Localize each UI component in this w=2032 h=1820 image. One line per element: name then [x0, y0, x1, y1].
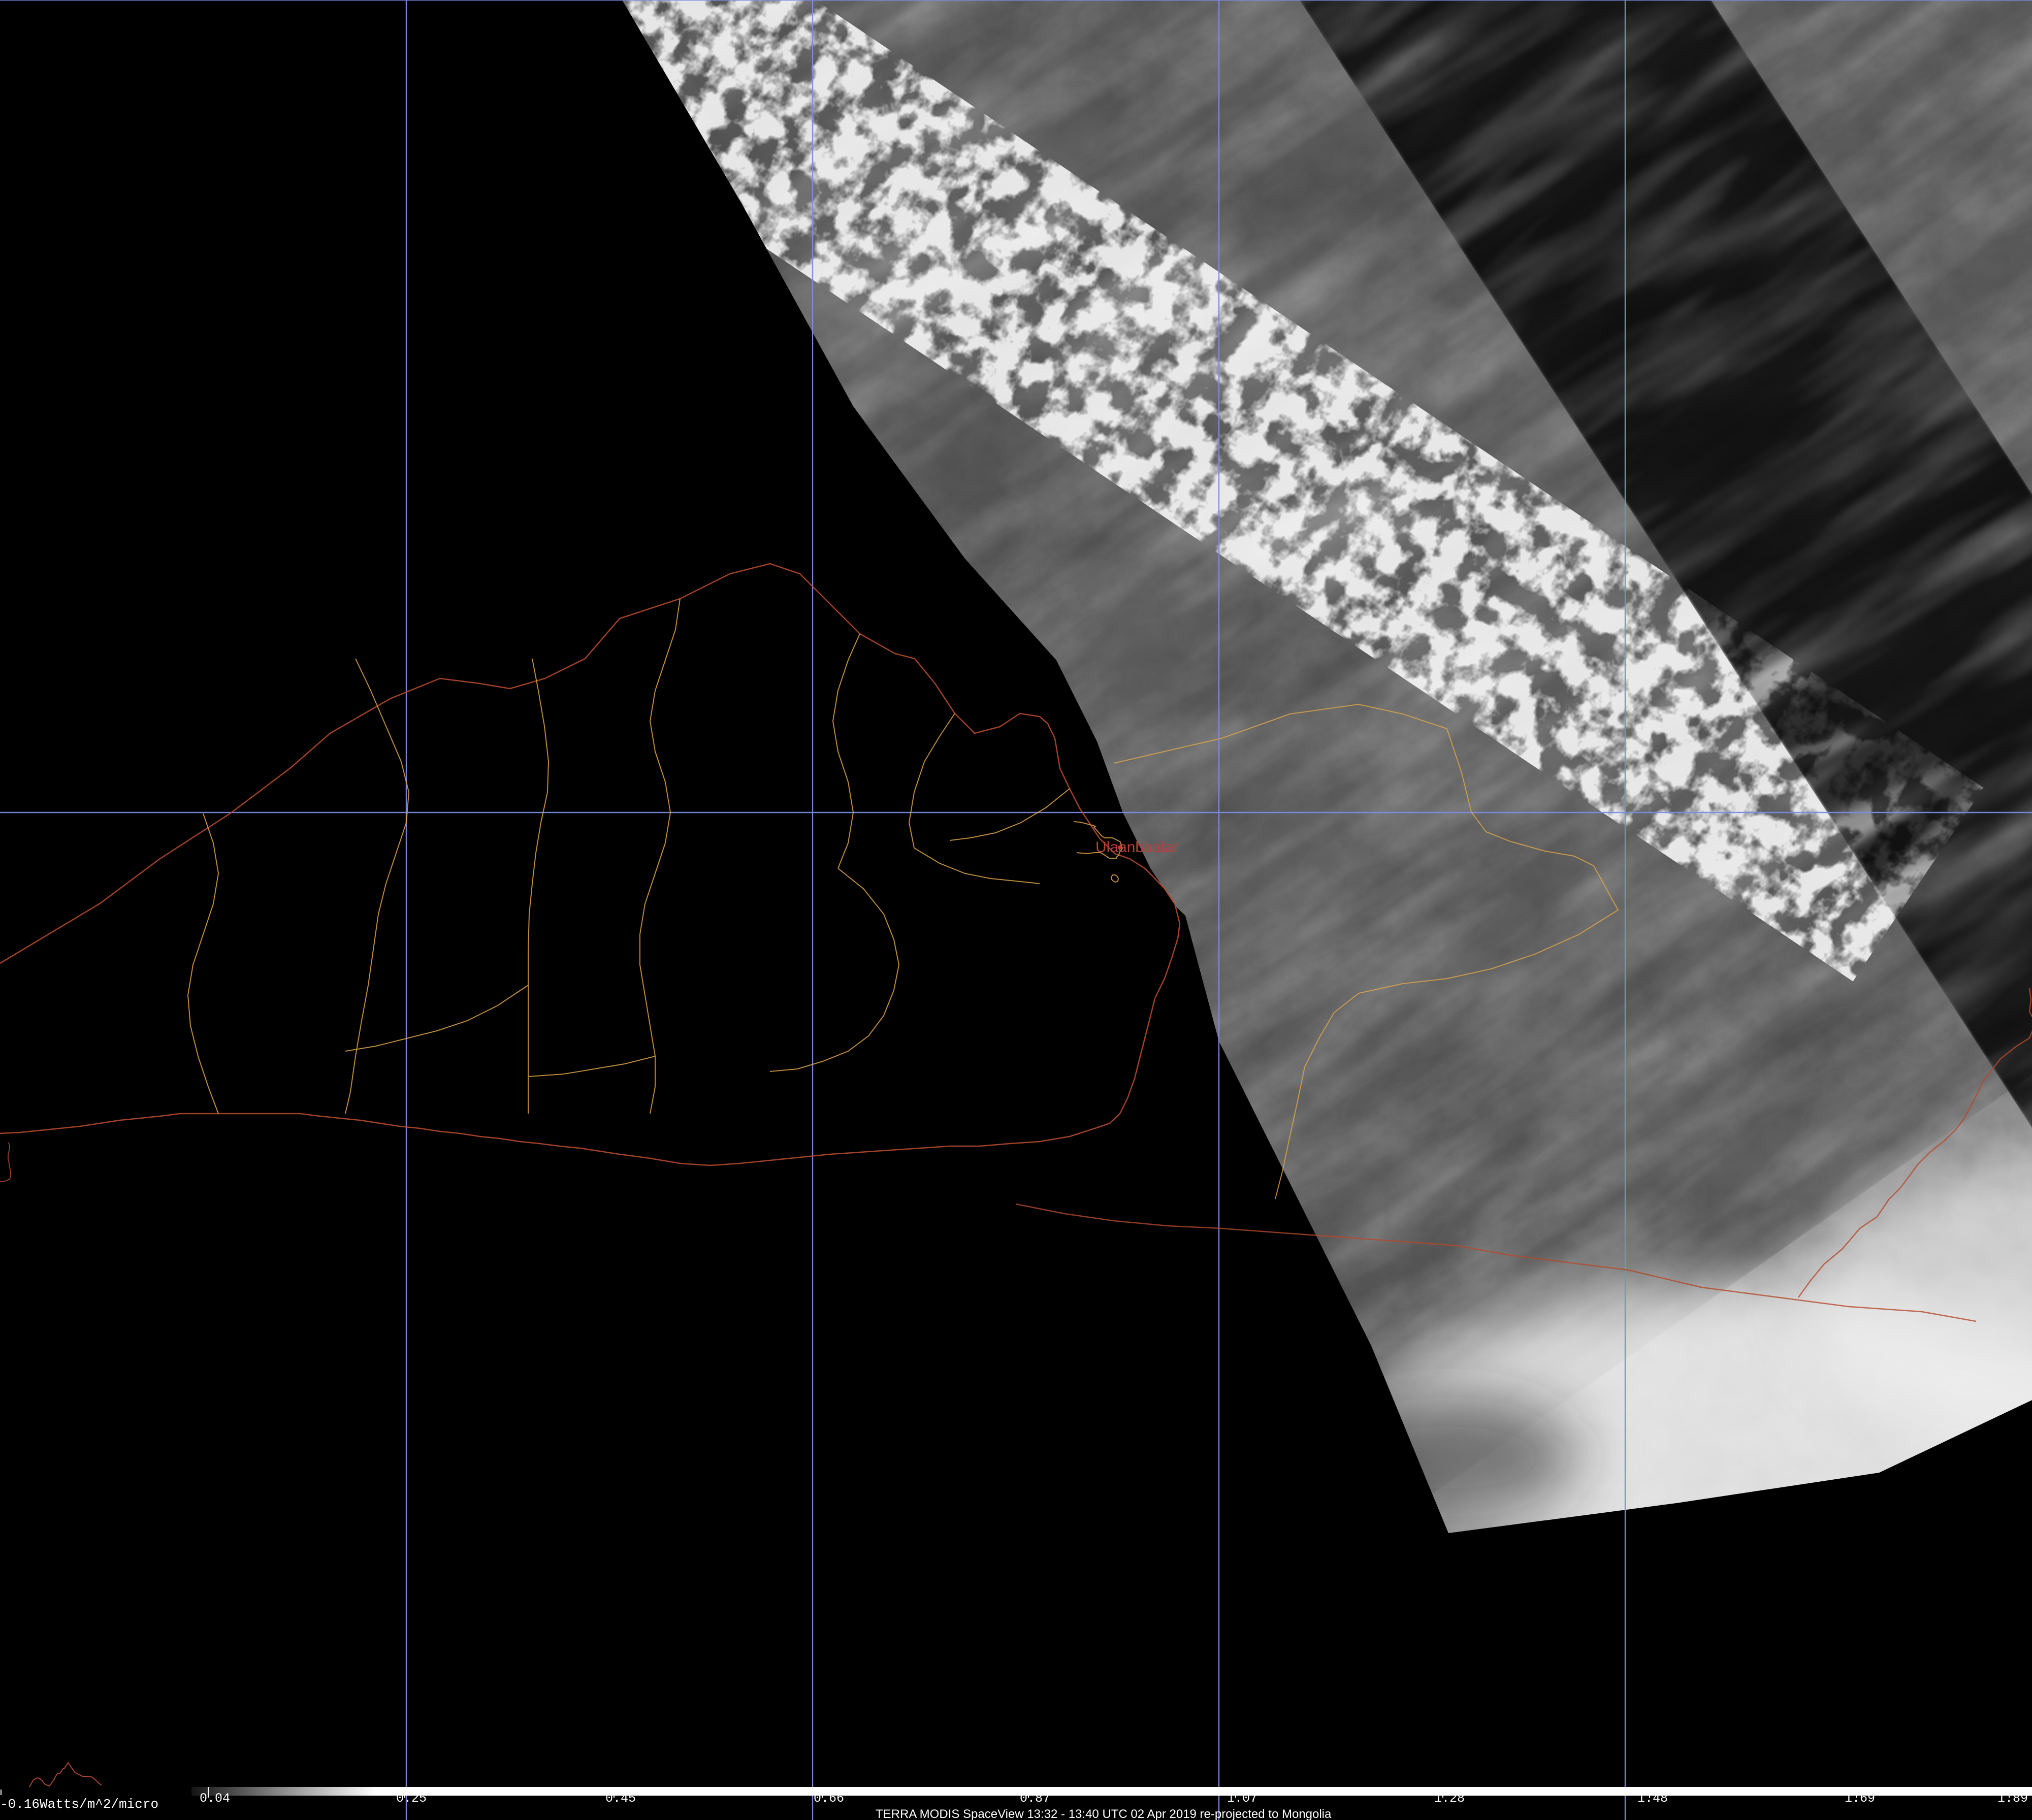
svg-text:0.04: 0.04 [200, 1791, 230, 1806]
svg-text:1.89: 1.89 [1997, 1791, 2028, 1806]
svg-text:0.45: 0.45 [605, 1791, 636, 1806]
svg-text:1.69: 1.69 [1845, 1791, 1875, 1806]
svg-text:0.66: 0.66 [814, 1791, 844, 1806]
svg-text:1.28: 1.28 [1434, 1791, 1465, 1806]
svg-text:1.07: 1.07 [1227, 1791, 1257, 1806]
svg-text:0.25: 0.25 [396, 1791, 427, 1806]
svg-text:1.48: 1.48 [1637, 1791, 1668, 1806]
svg-text:Ulaanbaatar: Ulaanbaatar [1095, 839, 1178, 856]
svg-text:-0.16Watts/m^2/micro: -0.16Watts/m^2/micro [0, 1797, 158, 1812]
svg-text:0.87: 0.87 [1020, 1791, 1050, 1806]
svg-text:TERRA MODIS SpaceView 13:32 -: TERRA MODIS SpaceView 13:32 - 13:40 UTC … [876, 1807, 1332, 1820]
